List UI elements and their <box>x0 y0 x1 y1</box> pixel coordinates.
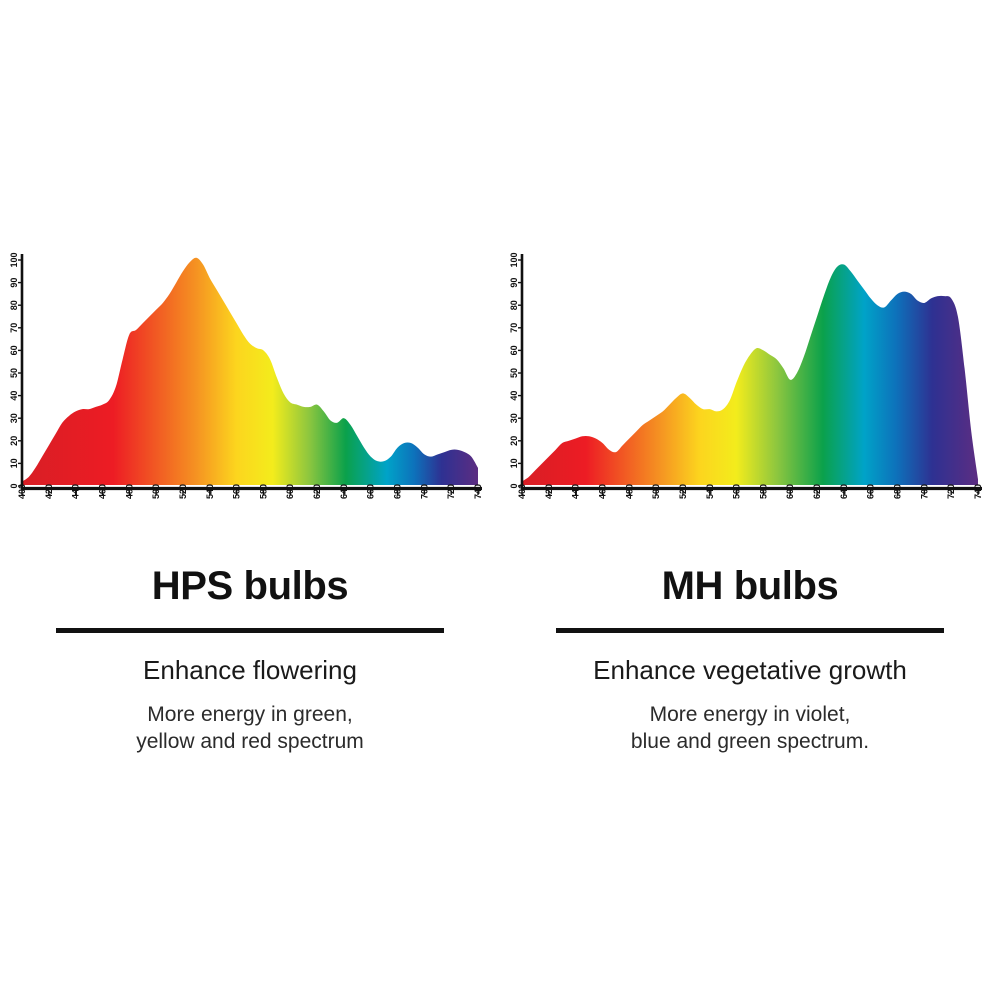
description-hps: More energy in green, yellow and red spe… <box>0 701 500 756</box>
description-mh-line2: blue and green spectrum. <box>630 730 870 754</box>
x-tick-label: 720 <box>946 484 956 499</box>
x-tick-label: 620 <box>312 484 322 499</box>
x-tick-label: 540 <box>205 484 215 499</box>
x-tick-label: 600 <box>285 484 295 499</box>
x-tick-label: 660 <box>366 484 376 499</box>
y-tick-label: 40 <box>509 391 519 401</box>
x-tick-label: 480 <box>624 484 634 499</box>
y-tick-label: 90 <box>9 278 19 288</box>
page-title-mh: MH bulbs <box>661 564 839 608</box>
x-tick-label: 620 <box>812 484 822 499</box>
x-tick-label: 700 <box>419 484 429 499</box>
y-tick-label: 70 <box>509 323 519 333</box>
spectrum-area <box>522 264 978 486</box>
x-tick-label: 540 <box>705 484 715 499</box>
chart-hps: 0 10 20 30 40 50 60 70 80 90 100 400 420 440 460 480 500… <box>0 248 500 538</box>
spectrum-chart-mh: 0 10 20 30 40 50 60 70 80 90 100 400 420 440 460 480 500… <box>509 252 983 499</box>
y-tick-label: 0 <box>509 483 519 488</box>
panel-mh: 0 10 20 30 40 50 60 70 80 90 100 400 420 440 460 480 500… <box>500 0 1000 1000</box>
x-tick-label: 420 <box>44 484 54 499</box>
y-tick-label: 40 <box>9 391 19 401</box>
x-tick-label: 560 <box>732 484 742 499</box>
y-tick-label: 80 <box>9 300 19 310</box>
y-tick-label: 60 <box>509 345 519 355</box>
x-tick-label: 460 <box>597 484 607 499</box>
x-tick-label: 500 <box>651 484 661 499</box>
chart-mh: 0 10 20 30 40 50 60 70 80 90 100 400 420 440 460 480 500… <box>500 248 1000 538</box>
spectrum-area <box>22 257 478 486</box>
x-tick-label: 500 <box>151 484 161 499</box>
subtitle-hps: Enhance flowering <box>143 655 357 685</box>
divider-hps <box>56 628 444 633</box>
baseline-gap <box>522 485 980 488</box>
y-tick-label: 100 <box>509 252 519 267</box>
y-tick-label: 60 <box>9 345 19 355</box>
x-tick-label: 460 <box>97 484 107 499</box>
x-tick-label: 420 <box>544 484 554 499</box>
divider-mh <box>556 628 944 633</box>
y-tick-label: 20 <box>9 436 19 446</box>
x-tick-label: 440 <box>71 484 81 499</box>
y-tick-label: 20 <box>509 436 519 446</box>
baseline-gap <box>22 485 480 488</box>
x-tick-label: 740 <box>473 484 483 499</box>
description-mh: More energy in violet, blue and green sp… <box>500 701 1000 756</box>
y-tick-label: 10 <box>9 458 19 468</box>
y-tick-label: 10 <box>509 458 519 468</box>
x-tick-label: 740 <box>973 484 983 499</box>
x-tick-label: 660 <box>866 484 876 499</box>
x-tick-label: 680 <box>393 484 403 499</box>
x-tick-label: 640 <box>339 484 349 499</box>
spectrum-chart-hps: 0 10 20 30 40 50 60 70 80 90 100 400 420 440 460 480 500… <box>9 252 483 499</box>
x-tick-label: 400 <box>517 484 527 499</box>
y-tick-label: 30 <box>509 413 519 423</box>
x-tick-label: 560 <box>232 484 242 499</box>
panel-hps: 0 10 20 30 40 50 60 70 80 90 100 400 420 440 460 480 500… <box>0 248 500 756</box>
description-hps-line2: yellow and red spectrum <box>136 730 364 754</box>
y-tick-label: 0 <box>9 483 19 488</box>
x-tick-label: 440 <box>571 484 581 499</box>
x-tick-label: 720 <box>446 484 456 499</box>
x-tick-label: 480 <box>124 484 134 499</box>
x-tick-label: 580 <box>258 484 268 499</box>
x-tick-label: 640 <box>839 484 849 499</box>
textblock-mh: MH bulbs Enhance vegetative growth More … <box>500 566 1000 756</box>
y-tick-label: 30 <box>9 413 19 423</box>
y-tick-label: 90 <box>509 278 519 288</box>
subtitle-mh: Enhance vegetative growth <box>593 655 907 685</box>
x-tick-label: 520 <box>678 484 688 499</box>
x-tick-label: 700 <box>919 484 929 499</box>
x-tick-label: 520 <box>178 484 188 499</box>
y-tick-label: 50 <box>509 368 519 378</box>
x-tick-label: 580 <box>758 484 768 499</box>
y-tick-label: 70 <box>9 323 19 333</box>
x-tick-label: 400 <box>17 484 27 499</box>
x-tick-label: 680 <box>893 484 903 499</box>
page-title-hps: HPS bulbs <box>151 564 349 608</box>
textblock-hps: HPS bulbs Enhance flowering More energy … <box>0 566 500 756</box>
description-hps-line1: More energy in green, <box>147 702 353 726</box>
x-tick-label: 600 <box>785 484 795 499</box>
y-tick-label: 100 <box>9 252 19 267</box>
description-mh-line1: More energy in violet, <box>649 702 851 726</box>
y-tick-label: 50 <box>9 368 19 378</box>
y-tick-label: 80 <box>509 300 519 310</box>
